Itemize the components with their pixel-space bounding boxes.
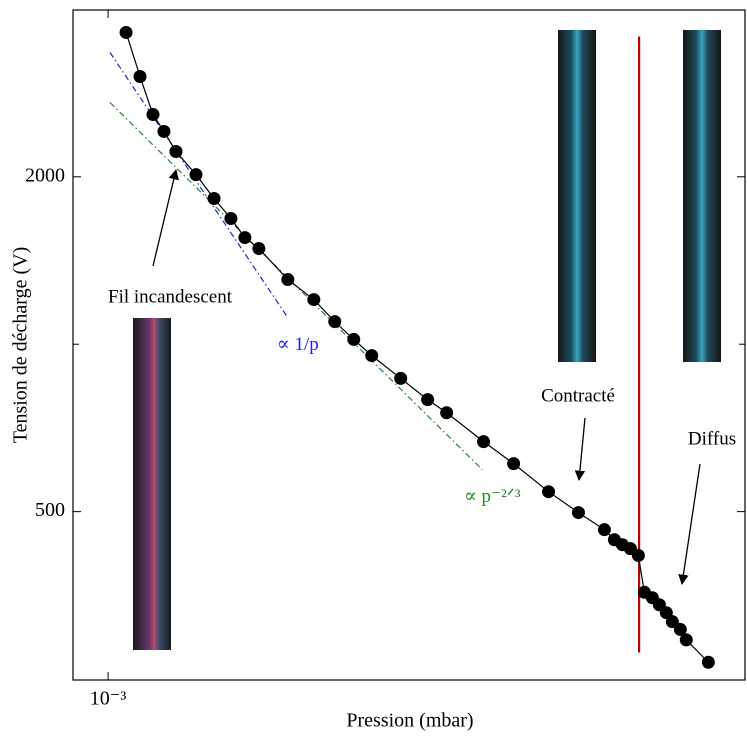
photo-incandescent [133, 318, 171, 650]
data-point [597, 523, 611, 537]
arrow [574, 417, 586, 482]
data-point [542, 485, 556, 499]
data-point [328, 315, 342, 329]
data-point [157, 124, 171, 138]
data-point [189, 168, 203, 182]
x-axis-label: Pression (mbar) [346, 710, 473, 732]
arrow [152, 168, 179, 267]
data-point [440, 406, 454, 420]
data-point [421, 393, 435, 407]
data-point [207, 192, 221, 206]
data-point [238, 231, 252, 245]
data-point [365, 349, 379, 363]
data-point [679, 633, 693, 647]
reference-label: ∝ p⁻²ᐟ³ [464, 486, 521, 507]
annotation: Diffus [688, 428, 736, 449]
data-point [631, 548, 645, 562]
data-point [394, 371, 408, 385]
data-point [477, 435, 491, 449]
data-point [701, 655, 715, 669]
annotation: Contracté [541, 385, 615, 406]
data-point [169, 144, 183, 158]
reference-label: ∝ 1/p [277, 334, 319, 355]
y-tick-label: 500 [35, 499, 65, 521]
data-point [571, 506, 585, 520]
series-line [125, 32, 709, 663]
data-point [146, 108, 160, 122]
arrow [678, 463, 701, 586]
annotation: Fil incandescent [108, 286, 233, 307]
data-point [252, 242, 266, 256]
data-point [507, 457, 521, 471]
plot-frame [72, 9, 746, 681]
data-point [119, 25, 133, 39]
photo-diffuse [683, 30, 721, 362]
data-point [347, 332, 361, 346]
data-point [224, 211, 238, 225]
data-point [281, 273, 295, 287]
data-point [307, 293, 321, 307]
photo-contracted [558, 30, 596, 362]
reference-line [109, 52, 289, 319]
data-point [133, 69, 147, 83]
y-axis-label: Tension de décharge (V) [10, 247, 32, 443]
data-point [665, 615, 679, 629]
x-tick-label: 10⁻³ [90, 688, 127, 710]
data-point [673, 622, 687, 636]
y-tick-label: 2000 [25, 164, 65, 186]
